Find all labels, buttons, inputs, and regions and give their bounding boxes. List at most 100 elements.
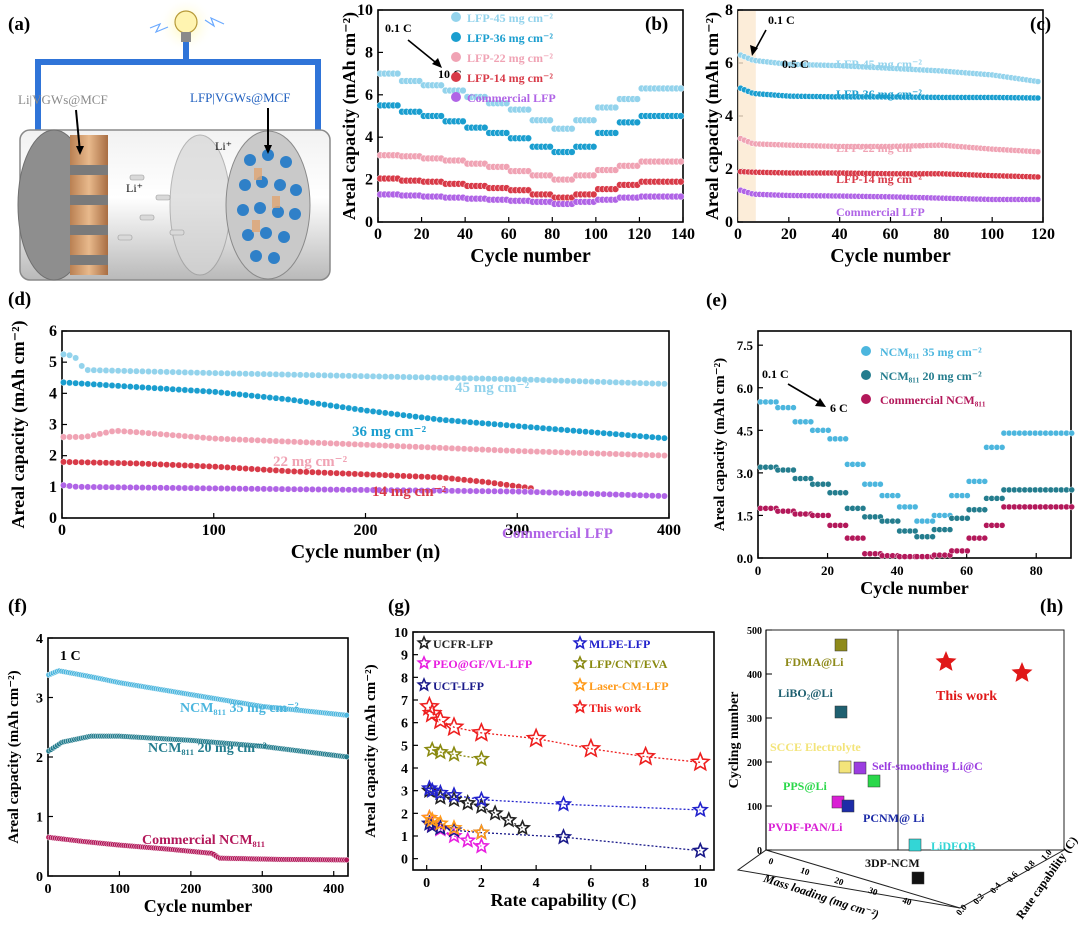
data-point [415,108,424,116]
data-point [260,393,268,401]
x-axis-label: Cycle number [470,245,591,267]
data-point [654,492,662,500]
legend-label: LFP/CNT/EVA [589,657,668,671]
data-point [66,351,74,359]
y-tick-label: 4 [401,762,408,777]
data-point [557,448,565,456]
data-point [624,450,632,458]
data-point-star [423,781,441,798]
data-point [308,439,316,447]
data-point [481,124,489,132]
data-point [459,86,467,95]
data-point [929,517,936,525]
data-point [481,93,489,101]
y-axis-label: Areal capacity (mAh cm⁻²) [339,12,360,220]
data-point [497,421,505,429]
data-point-star [472,790,491,808]
this-work-star [935,651,957,671]
data-point [393,472,401,480]
data-point [138,484,146,492]
data-point [911,527,919,535]
data-point [72,458,80,466]
data-point [205,462,213,470]
y-tick-label: 6 [365,87,373,104]
z-axis-label: Rate capability (C) [1013,834,1080,922]
data-point [132,367,140,375]
data-point [590,190,598,199]
panel-label-a: (a) [8,14,30,35]
x-tick-label: 20 [833,875,845,888]
legend-marker [451,52,461,62]
data-point [327,402,335,409]
chart-b: 0 20 40 60 80 100 120 140 0 2 4 6 8 10 Cycle number Are… [339,2,695,267]
x-tick-label: 0 [58,522,66,539]
rate-arrow [787,383,823,405]
data-point [654,451,662,459]
data-point [460,418,468,426]
data-point [351,405,359,413]
legend-marker [572,676,588,692]
data-point [563,426,571,434]
data-point [491,420,498,428]
separator [169,134,231,276]
data-point [169,431,177,439]
data-point [1068,486,1075,494]
x-tick-label: 20 [414,226,430,243]
y-axis-label: Areal capacity (mAh cm⁻²) [712,358,728,531]
data-point [442,474,450,482]
data-point [242,465,250,472]
data-point [484,487,492,495]
data-point [472,419,480,427]
data-point [78,380,86,388]
data-point [515,488,523,496]
data-point [563,489,571,497]
y-tick-label: 4 [49,385,57,402]
annotation-0.1C: 0.1 C [768,13,795,27]
data-point [84,366,92,374]
legend-label: MLPE-LFP [589,637,650,651]
y-tick-label: 8 [725,2,733,19]
x-tick-label: 4 [533,876,540,891]
data-point [612,430,620,438]
data-point [132,383,140,391]
data-point [430,374,438,382]
data-point [472,477,480,485]
data-point [1068,429,1075,437]
data-point-star [459,793,477,811]
data-point [114,459,122,467]
data-point [503,487,511,495]
legend-label: This work [589,701,642,715]
data-point [169,385,177,393]
series-label: Commercial LFP [502,526,613,542]
data-point [302,485,310,493]
point-label: Self-smoothing Li@C [872,759,983,773]
data-point [217,463,225,471]
data-point [343,856,350,863]
data-point [145,429,152,437]
data-point [321,439,328,447]
data-point [260,466,268,474]
data-point [859,461,867,468]
data-point [345,486,353,494]
data-point [424,414,432,422]
data-point [502,129,511,137]
data-cube [834,638,848,652]
point-label: LiDFOB [931,839,976,853]
data-point-star [423,810,441,828]
data-point-star [486,804,504,821]
cathode-electrode [225,130,311,280]
floor-diag [765,849,961,909]
data-point [157,430,165,438]
data-point [521,488,529,496]
data-point [217,435,225,443]
data-point [84,380,92,388]
data-point [132,459,140,467]
data-point [633,95,641,103]
data-point [606,430,614,438]
data-point [132,484,140,491]
data-point [618,379,626,386]
data-point [296,371,304,379]
data-point [569,377,577,385]
data-point [363,441,371,449]
data-point [181,386,189,394]
